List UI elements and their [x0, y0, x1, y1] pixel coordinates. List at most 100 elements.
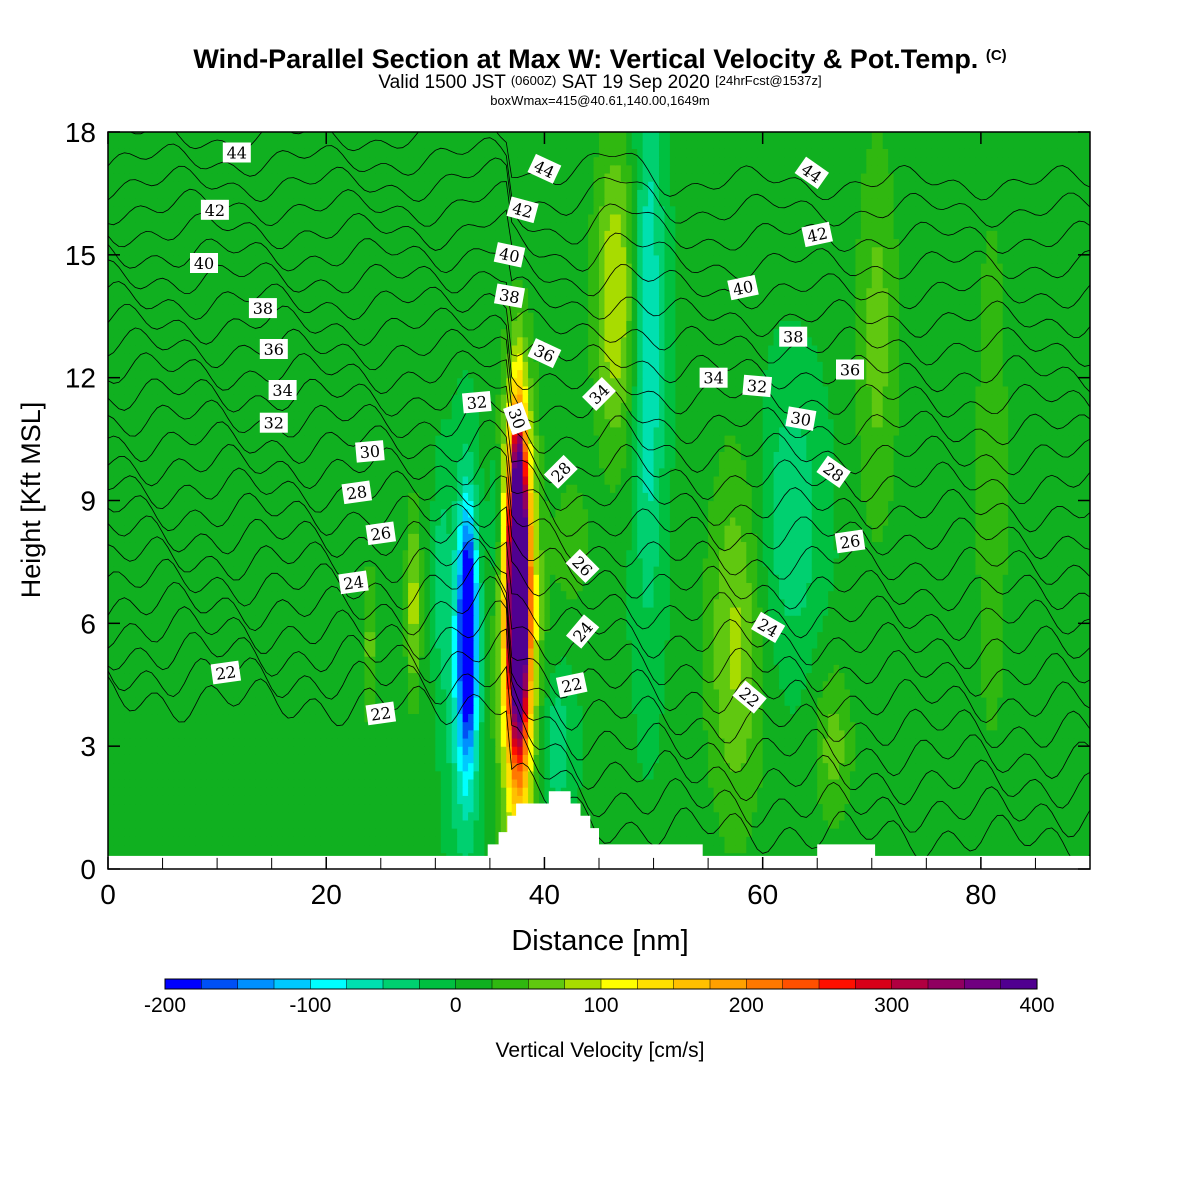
velocity-cell [517, 762, 524, 772]
velocity-cell [342, 737, 349, 747]
velocity-cell [855, 795, 862, 805]
velocity-cell [517, 778, 524, 788]
velocity-cell [882, 746, 889, 755]
velocity-cell [342, 680, 349, 690]
velocity-cell [135, 697, 142, 706]
velocity-cell [959, 729, 966, 739]
velocity-cell [124, 737, 131, 747]
velocity-cell [151, 762, 158, 772]
velocity-cell [277, 680, 284, 690]
velocity-cell [571, 746, 578, 755]
velocity-cell [506, 803, 513, 813]
velocity-cell [942, 762, 949, 772]
velocity-cell [833, 664, 840, 674]
velocity-cell [157, 746, 164, 755]
velocity-cell [931, 705, 938, 715]
velocity-cell [588, 787, 595, 796]
velocity-cell [969, 836, 977, 846]
velocity-cell [1062, 680, 1069, 690]
velocity-cell [1057, 844, 1064, 854]
velocity-cell [331, 811, 338, 821]
velocity-cell [800, 729, 807, 739]
velocity-cell [893, 770, 900, 780]
velocity-cell [200, 811, 207, 821]
velocity-cell [953, 672, 960, 682]
velocity-cell [413, 697, 420, 706]
velocity-cell [282, 844, 289, 854]
velocity-cell [566, 778, 573, 788]
velocity-cell [746, 844, 753, 854]
velocity-cell [784, 828, 791, 837]
velocity-cell [478, 844, 486, 854]
velocity-cell [577, 664, 584, 674]
velocity-cell [418, 705, 426, 715]
velocity-cell [549, 672, 556, 682]
velocity-cell [740, 713, 747, 723]
velocity-cell [184, 737, 191, 747]
velocity-cell [293, 828, 300, 837]
velocity-cell [157, 778, 164, 788]
velocity-cell [659, 778, 666, 788]
velocity-cell [593, 754, 600, 764]
velocity-cell [189, 819, 196, 829]
velocity-cell [1008, 844, 1015, 854]
velocity-cell [462, 746, 469, 755]
velocity-cell [866, 803, 873, 813]
velocity-cell [615, 819, 622, 829]
velocity-cell [369, 672, 376, 682]
velocity-cell [877, 828, 884, 837]
velocity-cell [189, 770, 196, 780]
velocity-cell [620, 770, 627, 780]
velocity-cell [1040, 737, 1047, 747]
velocity-cell [937, 803, 944, 813]
velocity-cell [806, 819, 813, 829]
velocity-cell [424, 664, 431, 674]
velocity-cell [402, 721, 409, 731]
velocity-cell [304, 647, 311, 657]
velocity-cell [1079, 762, 1086, 772]
velocity-cell [413, 844, 420, 854]
velocity-cell [118, 844, 125, 854]
velocity-cell [178, 836, 185, 846]
velocity-cell [282, 697, 289, 706]
velocity-cell [653, 688, 660, 698]
velocity-cell [358, 844, 366, 854]
velocity-cell [375, 639, 382, 649]
velocity-cell [757, 713, 764, 723]
velocity-cell [642, 664, 649, 674]
velocity-cell [413, 746, 420, 755]
velocity-cell [375, 844, 382, 854]
velocity-cell [151, 770, 158, 780]
velocity-cell [260, 697, 267, 706]
velocity-cell [118, 656, 125, 665]
velocity-cell [920, 762, 927, 772]
velocity-cell [528, 729, 535, 739]
velocity-cell [315, 737, 322, 747]
velocity-cell [473, 656, 480, 665]
velocity-cell [1008, 656, 1015, 665]
velocity-cell [675, 656, 682, 665]
velocity-cell [1013, 737, 1020, 747]
velocity-cell [282, 680, 289, 690]
velocity-cell [626, 688, 633, 698]
velocity-cell [620, 697, 627, 706]
velocity-cell [484, 754, 491, 764]
velocity-cell [746, 803, 753, 813]
velocity-cell [364, 836, 371, 846]
velocity-cell [260, 795, 267, 805]
velocity-cell [304, 754, 311, 764]
velocity-cell [113, 664, 120, 674]
velocity-cell [1084, 762, 1090, 772]
velocity-cell [626, 836, 633, 846]
velocity-cell [358, 680, 366, 690]
velocity-cell [795, 656, 802, 665]
velocity-cell [991, 828, 998, 837]
velocity-cell [309, 836, 316, 846]
velocity-cell [784, 836, 791, 846]
velocity-cell [293, 819, 300, 829]
velocity-cell [686, 746, 693, 755]
velocity-cell [659, 680, 666, 690]
velocity-cell [675, 828, 682, 837]
velocity-cell [713, 795, 720, 805]
velocity-cell [1029, 729, 1037, 739]
